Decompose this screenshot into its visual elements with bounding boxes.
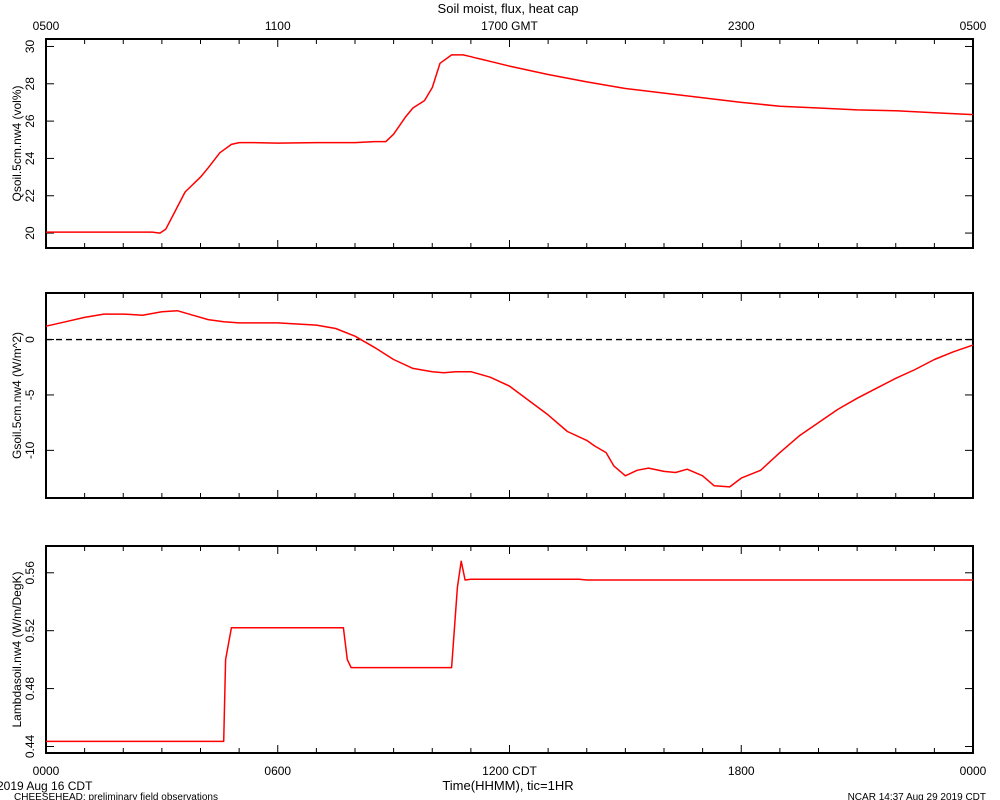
top-tick-label: 0500	[33, 19, 60, 33]
y-tick-label: 28	[23, 77, 37, 91]
footer-date: 2019 Aug 16 CDT	[0, 779, 93, 793]
bottom-tick-label: 1800	[728, 764, 755, 778]
series-line	[46, 560, 973, 743]
plot-frame	[45, 545, 974, 754]
top-tick-label: 1100	[265, 19, 291, 33]
y-tick-label: 0.52	[23, 619, 37, 643]
bottom-tick-label: 1200 CDT	[482, 764, 537, 778]
footer-project: CHEESEHEAD: preliminary field observatio…	[14, 792, 218, 800]
top-tick-label: 2300	[728, 19, 755, 33]
y-tick-label: 20	[23, 226, 37, 240]
series-line	[45, 309, 974, 488]
y-tick-label: 0	[23, 336, 37, 343]
y-tick-label: 0.48	[23, 677, 37, 701]
top-tick-label: 1700 GMT	[481, 19, 538, 33]
y-tick-label: 24	[23, 151, 37, 165]
y-tick-label: 30	[23, 39, 37, 53]
bottom-tick-label: 0000	[960, 764, 987, 778]
plot-frame	[45, 38, 974, 249]
y-tick-label: -5	[23, 389, 37, 400]
y-axis-label: Qsoil.5cm.nw4 (vol%)	[10, 85, 24, 201]
top-tick-label: 0500	[960, 19, 987, 33]
y-tick-label: 0.56	[23, 561, 37, 585]
x-axis-label: Time(HHMM), tic=1HR	[442, 778, 573, 793]
y-tick-label: 0.44	[23, 734, 37, 758]
bottom-tick-label: 0000	[33, 764, 60, 778]
plot-frame	[45, 292, 974, 499]
bottom-tick-label: 0600	[264, 764, 291, 778]
y-tick-label: 22	[23, 189, 37, 203]
footer-stamp: NCAR 14:37 Aug 29 2019 CDT	[848, 792, 986, 800]
y-tick-label: -10	[23, 441, 37, 459]
chart-title: Soil moist, flux, heat cap	[438, 1, 579, 16]
y-tick-label: 26	[23, 114, 37, 128]
y-axis-label: Lambdasoil.nw4 (W/m/DegK)	[10, 571, 24, 727]
y-axis-label: Gsoil.5cm.nw4 (W/m^2)	[10, 332, 24, 459]
series-line	[46, 54, 974, 234]
